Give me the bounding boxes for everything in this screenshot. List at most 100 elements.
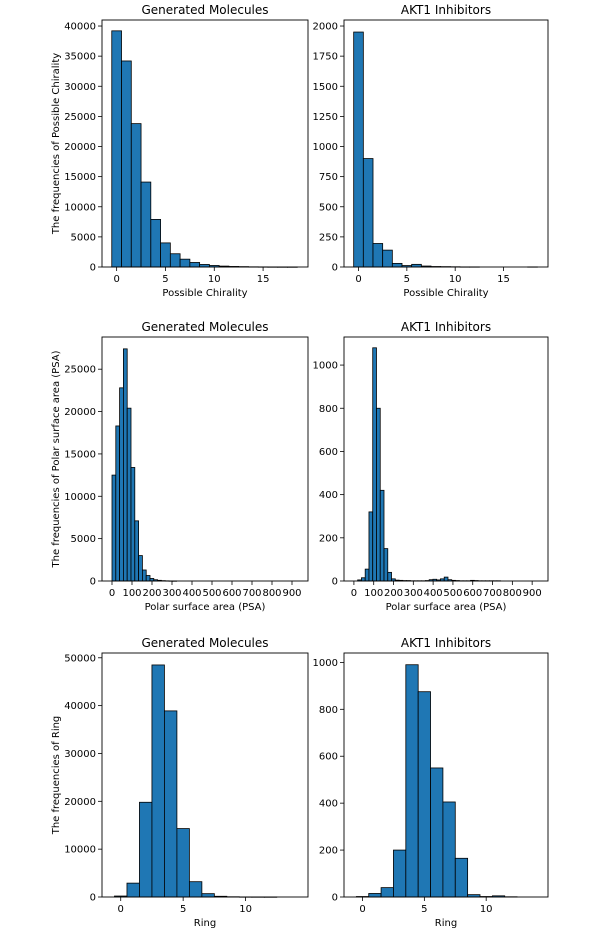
x-axis-label: Polar surface area (PSA)	[386, 602, 507, 613]
x-axis-label: Possible Chirality	[162, 288, 247, 299]
axes-frame	[101, 652, 309, 898]
histogram-bar	[140, 181, 152, 268]
histogram-bar	[393, 849, 407, 898]
y-tick-label: 0	[332, 263, 338, 274]
y-tick-label: 1750	[313, 52, 338, 63]
y-tick-label: 50000	[64, 653, 96, 664]
x-axis-label: Possible Chirality	[403, 288, 488, 299]
x-tick-label: 0	[351, 588, 357, 599]
y-tick-label: 15000	[64, 172, 96, 183]
histogram-bar	[379, 489, 385, 582]
x-tick-label: 400	[424, 588, 443, 599]
y-axis-label: The frequencies of Polar surface area (P…	[51, 350, 62, 568]
y-tick-label: 20000	[64, 407, 96, 418]
chart-title: AKT1 Inhibitors	[401, 320, 491, 334]
histogram-bar	[376, 407, 381, 582]
chart-title: AKT1 Inhibitors	[401, 636, 491, 650]
histogram-bar	[353, 31, 364, 268]
histogram-bar	[380, 887, 394, 898]
histogram-bar	[111, 30, 122, 268]
y-tick-label: 40000	[64, 22, 96, 33]
x-tick-label: 800	[503, 588, 522, 599]
histogram-bar	[442, 801, 456, 898]
histogram-bar	[383, 548, 389, 582]
chart-title: Generated Molecules	[141, 3, 268, 17]
y-tick-label: 200	[319, 846, 338, 857]
x-tick-label: 300	[162, 588, 181, 599]
histogram-bar	[130, 123, 142, 268]
x-tick-label: 15	[257, 274, 270, 285]
chart-panel-4: 0 100 200 300 400 500 600 700 800 900020040060080…	[313, 320, 549, 613]
histogram-bar	[169, 253, 181, 268]
x-tick-label: 500	[202, 588, 221, 599]
x-tick-label: 700	[242, 588, 261, 599]
chart-panel-6: 0 5 10 0 200 400 600 800 1000 AKT1 Inhibitors Ring	[313, 636, 549, 929]
x-tick-label: 5	[404, 274, 410, 285]
histogram-bar	[387, 571, 392, 582]
histogram-bar	[382, 249, 393, 268]
x-tick-label: 200	[384, 588, 403, 599]
y-tick-label: 1000	[313, 142, 338, 153]
histogram-bar	[201, 893, 215, 898]
y-tick-label: 600	[319, 447, 338, 458]
x-tick-label: 500	[443, 588, 462, 599]
y-tick-label: 600	[319, 752, 338, 763]
y-tick-label: 0	[332, 577, 338, 588]
x-tick-label: 300	[404, 588, 423, 599]
histogram-bar	[189, 262, 201, 268]
histogram-bar	[123, 348, 128, 582]
chart-panel-2: 0 5 10 15 0 250 500 750 1000 1250 1500 1750 2000 AKT1…	[313, 3, 549, 299]
histogram-bar	[139, 801, 153, 898]
histogram-bar	[138, 555, 143, 582]
y-tick-label: 10000	[64, 492, 96, 503]
y-tick-label: 750	[319, 172, 338, 183]
y-tick-label: 30000	[64, 82, 96, 93]
axes-frame	[343, 19, 549, 268]
x-tick-label: 0	[113, 274, 119, 285]
histogram-bar	[362, 158, 374, 268]
x-tick-label: 600	[463, 588, 482, 599]
histogram-bar	[179, 258, 191, 268]
histogram-bar	[361, 577, 366, 582]
x-tick-label: 800	[262, 588, 281, 599]
histogram-bar	[130, 467, 136, 582]
y-tick-label: 1250	[313, 112, 338, 123]
y-tick-label: 1000	[313, 361, 338, 372]
histogram-bar	[115, 425, 121, 582]
histogram-bar	[164, 710, 178, 898]
y-tick-label: 2000	[313, 22, 338, 33]
histogram-bar	[176, 828, 190, 898]
y-tick-label: 20000	[64, 142, 96, 153]
y-tick-label: 20000	[64, 797, 96, 808]
x-tick-label: 10	[208, 274, 221, 285]
x-tick-label: 5	[180, 904, 186, 915]
y-tick-label: 40000	[64, 701, 96, 712]
y-tick-label: 400	[319, 490, 338, 501]
histogram-bar	[126, 882, 140, 898]
histogram-bar	[141, 569, 147, 582]
y-tick-label: 0	[90, 893, 96, 904]
y-tick-label: 200	[319, 533, 338, 544]
chart-title: AKT1 Inhibitors	[401, 3, 491, 17]
y-tick-label: 15000	[64, 449, 96, 460]
chart-panel-5: 0 5 10 0 10000 20000 30000 40000 50000 Generated …	[51, 636, 309, 929]
histogram-bar	[368, 511, 374, 582]
histogram-bar	[417, 691, 431, 898]
x-tick-label: 900	[523, 588, 542, 599]
x-tick-label: 200	[142, 588, 161, 599]
y-tick-label: 30000	[64, 749, 96, 760]
y-tick-label: 0	[332, 893, 338, 904]
histogram-bar	[405, 664, 419, 898]
x-tick-label: 10	[449, 274, 462, 285]
x-tick-label: 100	[364, 588, 383, 599]
x-tick-label: 0	[355, 274, 361, 285]
x-axis-label: Ring	[435, 918, 457, 929]
y-tick-label: 10000	[64, 845, 96, 856]
histogram-bar	[391, 262, 403, 268]
x-tick-label: 10	[239, 904, 252, 915]
y-tick-label: 1500	[313, 82, 338, 93]
axes-frame	[343, 336, 549, 582]
histogram-bar	[134, 520, 140, 582]
